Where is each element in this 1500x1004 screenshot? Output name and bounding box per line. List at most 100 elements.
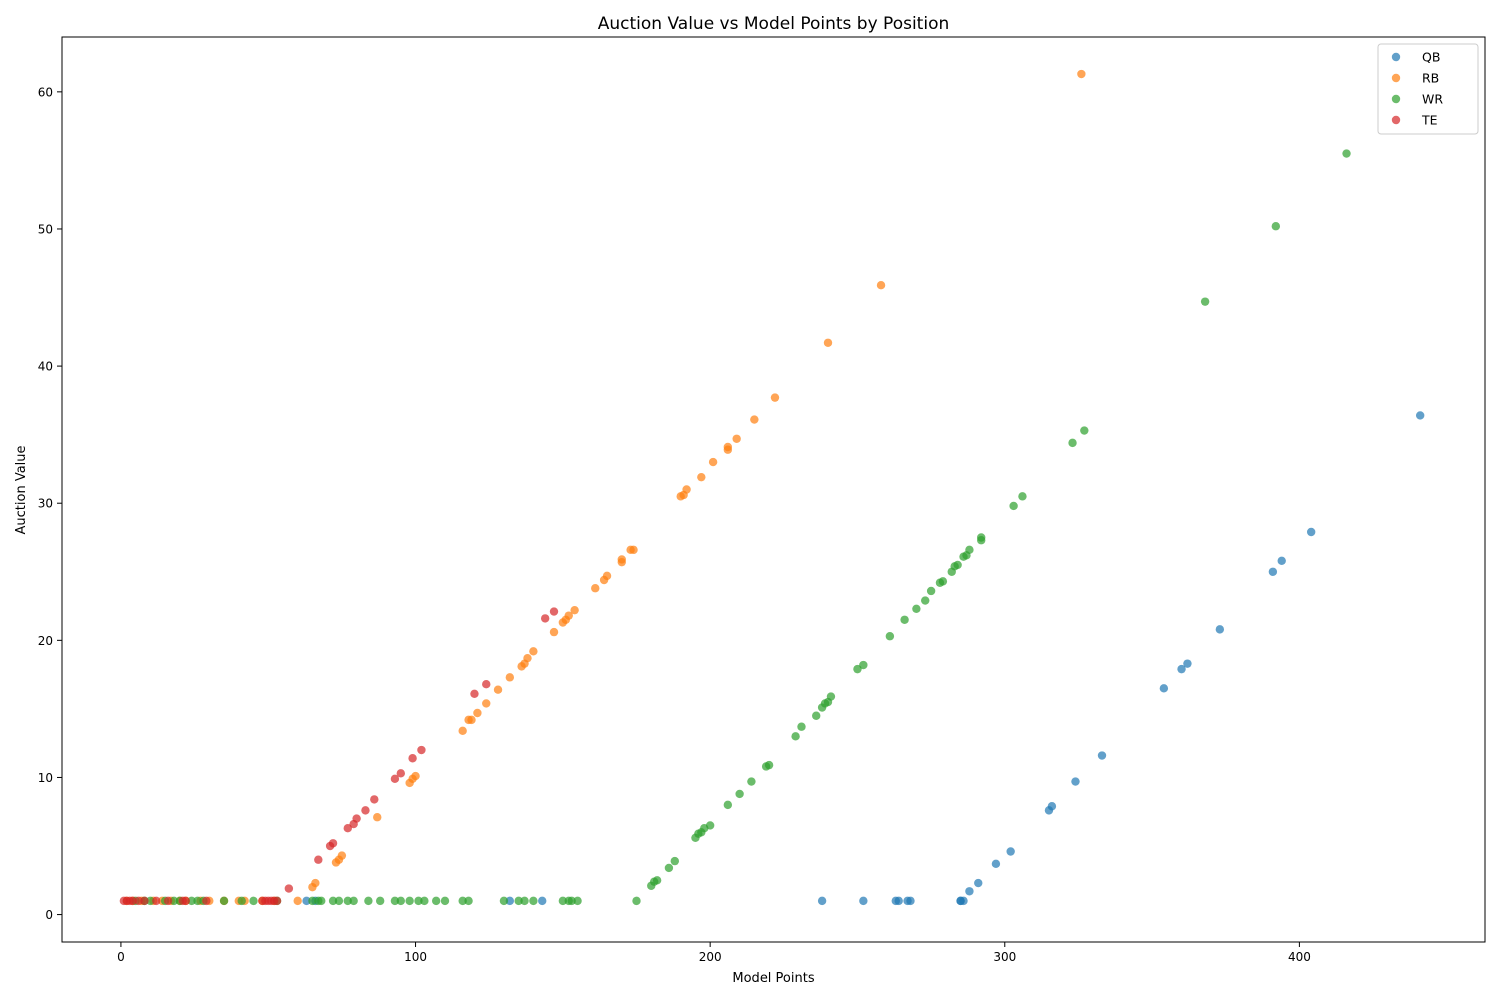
data-point-qb	[1177, 664, 1186, 674]
data-point-qb	[538, 896, 547, 906]
data-point-rb	[293, 896, 302, 906]
data-point-wr	[529, 896, 538, 906]
y-tick-label: 50	[38, 222, 53, 236]
data-point-rb	[473, 708, 482, 718]
data-point-rb	[770, 393, 780, 402]
data-point-wr	[1068, 438, 1077, 448]
data-point-qb	[302, 896, 311, 906]
data-point-qb	[1215, 625, 1225, 634]
data-point-wr	[705, 821, 715, 830]
data-point-wr	[965, 545, 974, 555]
data-point-qb	[1159, 684, 1169, 693]
data-point-wr	[1342, 149, 1351, 158]
data-point-rb	[750, 415, 759, 424]
data-point-wr	[440, 896, 450, 906]
data-point-wr	[308, 896, 317, 906]
plot-frame	[61, 36, 1486, 943]
data-point-te	[140, 896, 149, 906]
data-point-rb	[602, 571, 612, 581]
x-tick-label: 200	[699, 950, 722, 964]
data-point-wr	[791, 732, 800, 741]
data-point-qb	[1006, 847, 1015, 856]
data-point-qb	[959, 896, 968, 906]
data-point-rb	[723, 442, 733, 452]
scatter-points	[119, 69, 1425, 906]
data-point-rb	[591, 584, 600, 593]
data-point-te	[272, 896, 282, 906]
data-point-wr	[405, 896, 414, 906]
data-point-wr	[193, 896, 202, 906]
legend-marker-te	[1391, 115, 1401, 125]
data-point-rb	[311, 878, 320, 888]
data-point-wr	[938, 577, 948, 586]
x-tick-label: 0	[117, 950, 125, 964]
chart-title: Auction Value vs Model Points by Positio…	[598, 14, 950, 34]
data-point-wr	[396, 896, 406, 906]
data-point-wr	[764, 760, 774, 770]
data-point-te	[314, 855, 323, 864]
data-point-wr	[520, 896, 529, 906]
data-point-wr	[747, 777, 756, 786]
data-point-qb	[1071, 777, 1080, 786]
data-point-te	[361, 806, 370, 815]
data-point-wr	[1018, 492, 1027, 501]
data-point-wr	[317, 896, 326, 906]
data-point-rb	[697, 472, 706, 482]
data-point-wr	[1271, 222, 1281, 231]
data-point-wr	[912, 604, 921, 613]
data-point-wr	[219, 896, 229, 906]
data-point-te	[470, 689, 479, 699]
legend-label-te: TE	[1421, 113, 1438, 128]
data-point-wr	[735, 789, 744, 799]
data-point-wr	[431, 896, 441, 906]
data-point-wr	[169, 896, 179, 906]
data-point-wr	[567, 896, 576, 906]
data-point-qb	[1268, 567, 1278, 576]
data-point-rb	[708, 457, 718, 467]
data-point-rb	[549, 627, 559, 637]
series-wr	[131, 149, 1351, 906]
data-point-wr	[1009, 501, 1018, 511]
data-point-qb	[505, 896, 515, 906]
data-point-te	[134, 896, 143, 906]
data-point-te	[408, 754, 417, 763]
data-point-te	[128, 896, 137, 906]
data-point-te	[549, 607, 559, 616]
data-point-qb	[859, 896, 868, 906]
data-point-wr	[953, 560, 962, 570]
x-axis-label: Model Points	[732, 971, 814, 986]
legend-marker-rb	[1391, 73, 1401, 83]
data-point-wr	[859, 660, 868, 670]
data-point-te	[284, 884, 294, 893]
y-tick-label: 10	[38, 771, 53, 785]
series-rb	[122, 69, 1086, 906]
data-point-rb	[505, 673, 515, 682]
data-point-wr	[364, 896, 373, 906]
data-point-rb	[482, 699, 491, 708]
data-point-te	[343, 823, 352, 833]
data-point-te	[396, 769, 406, 778]
data-point-wr	[900, 615, 909, 624]
y-tick-label: 20	[38, 634, 53, 648]
data-point-qb	[991, 859, 1001, 869]
x-tick-label: 300	[993, 950, 1016, 964]
data-point-wr	[558, 896, 568, 906]
legend-label-qb: QB	[1422, 50, 1440, 65]
y-tick-label: 30	[38, 497, 53, 511]
data-point-wr	[390, 896, 400, 906]
data-point-wr	[328, 896, 338, 906]
data-point-rb	[458, 726, 467, 736]
series-te	[119, 607, 559, 906]
data-point-qb	[906, 896, 915, 906]
data-point-wr	[632, 896, 641, 906]
data-point-rb	[529, 647, 538, 656]
data-point-qb	[894, 896, 903, 906]
data-point-wr	[885, 632, 895, 641]
data-point-wr	[652, 876, 662, 885]
data-point-wr	[514, 896, 523, 906]
data-point-wr	[343, 896, 352, 906]
legend-marker-wr	[1391, 94, 1401, 104]
y-axis-label: Auction Value	[14, 445, 29, 534]
data-point-qb	[1277, 556, 1286, 566]
